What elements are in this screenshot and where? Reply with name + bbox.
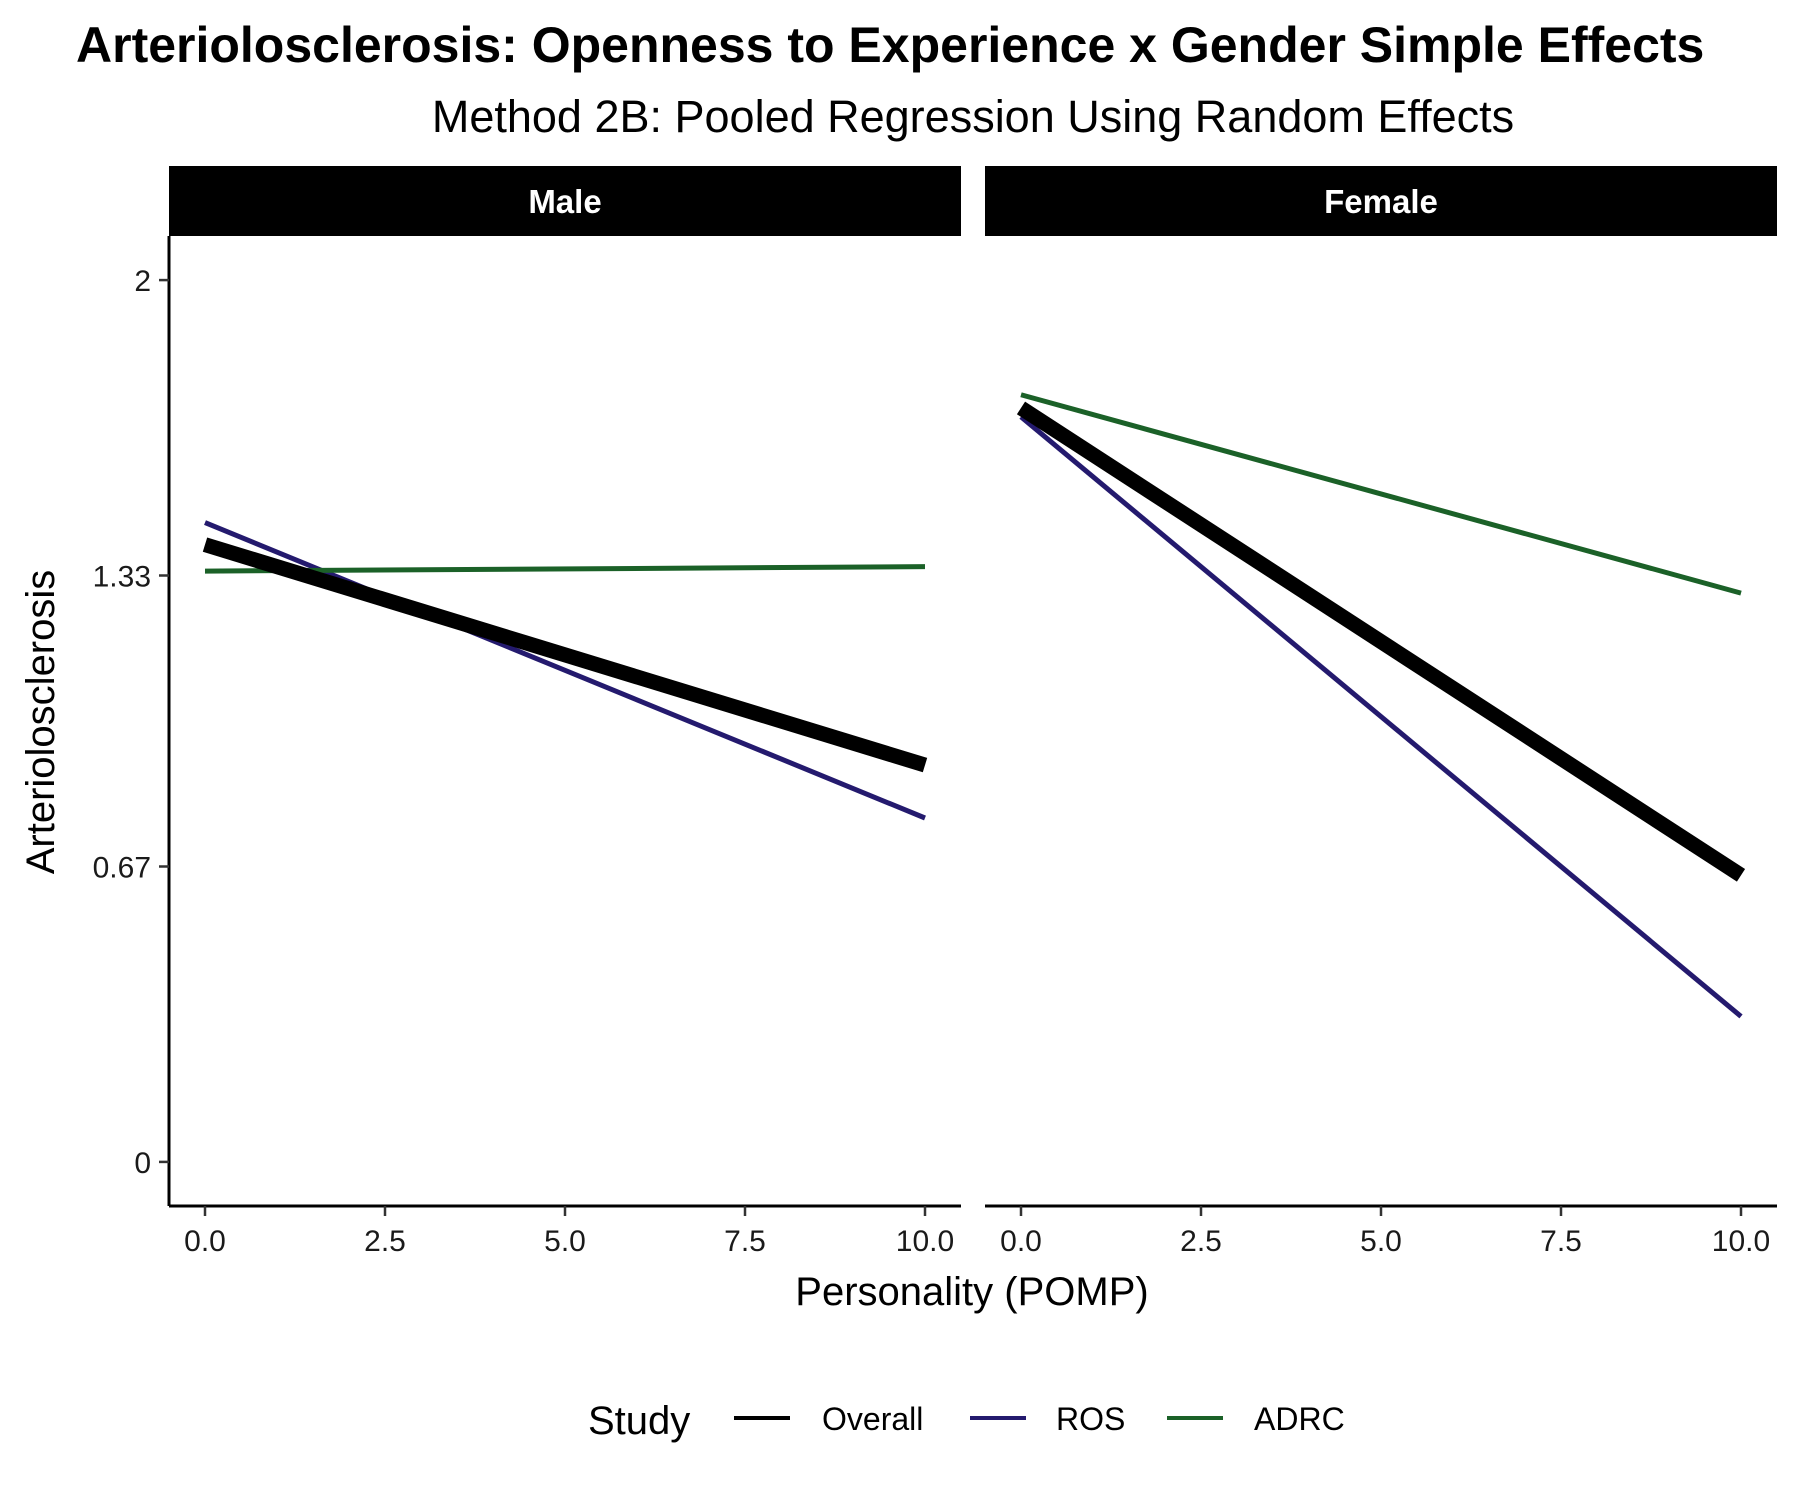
x-tick-label: 2.5 [1180,1225,1222,1258]
series-line-overall [202,537,928,773]
x-tick-label: 10.0 [896,1225,954,1258]
facet-strip-label: Female [1324,183,1438,220]
legend: Study Overall ROS ADRC [588,1399,1345,1443]
panel-male: Male 0.0 2.5 5.0 7.5 10.0 0 0.67 1.33 2 [93,166,961,1258]
legend-label: ADRC [1254,1401,1345,1437]
legend-label: Overall [822,1401,923,1437]
series-line-ros [1019,414,1743,1019]
facet-strip-label: Male [528,183,601,220]
series-line-overall [1016,401,1746,882]
facet-strip [169,166,961,236]
x-axis-title: Personality (POMP) [795,1270,1148,1314]
legend-entry-overall: Overall [734,1401,923,1437]
x-tick-label: 2.5 [364,1225,406,1258]
legend-entry-adrc: ADRC [1167,1401,1345,1437]
y-tick-label: 1.33 [93,561,151,594]
x-tick-label: 7.5 [724,1225,766,1258]
x-tick-label: 5.0 [544,1225,586,1258]
x-tick-label: 7.5 [1540,1225,1582,1258]
series-line-adrc [1020,392,1742,596]
chart-subtitle: Method 2B: Pooled Regression Using Rando… [432,91,1514,142]
y-tick-label: 2 [134,265,151,298]
x-tick-label: 5.0 [1360,1225,1402,1258]
x-tick-label: 0.0 [1000,1225,1042,1258]
x-tick-label: 10.0 [1712,1225,1770,1258]
facet-strip [985,166,1777,236]
x-tick-label: 0.0 [184,1225,226,1258]
legend-label: ROS [1056,1401,1125,1437]
panel-female: Female 0.0 2.5 5.0 7.5 10.0 [985,166,1777,1258]
y-tick-label: 0 [134,1147,151,1180]
y-axis-title: Arteriolosclerosis [19,570,63,875]
legend-entry-ros: ROS [970,1401,1125,1437]
legend-title: Study [588,1399,690,1443]
chart-title: Arteriolosclerosis: Openness to Experien… [76,17,1704,73]
series-line-adrc [204,564,926,574]
y-tick-label: 0.67 [93,852,151,885]
